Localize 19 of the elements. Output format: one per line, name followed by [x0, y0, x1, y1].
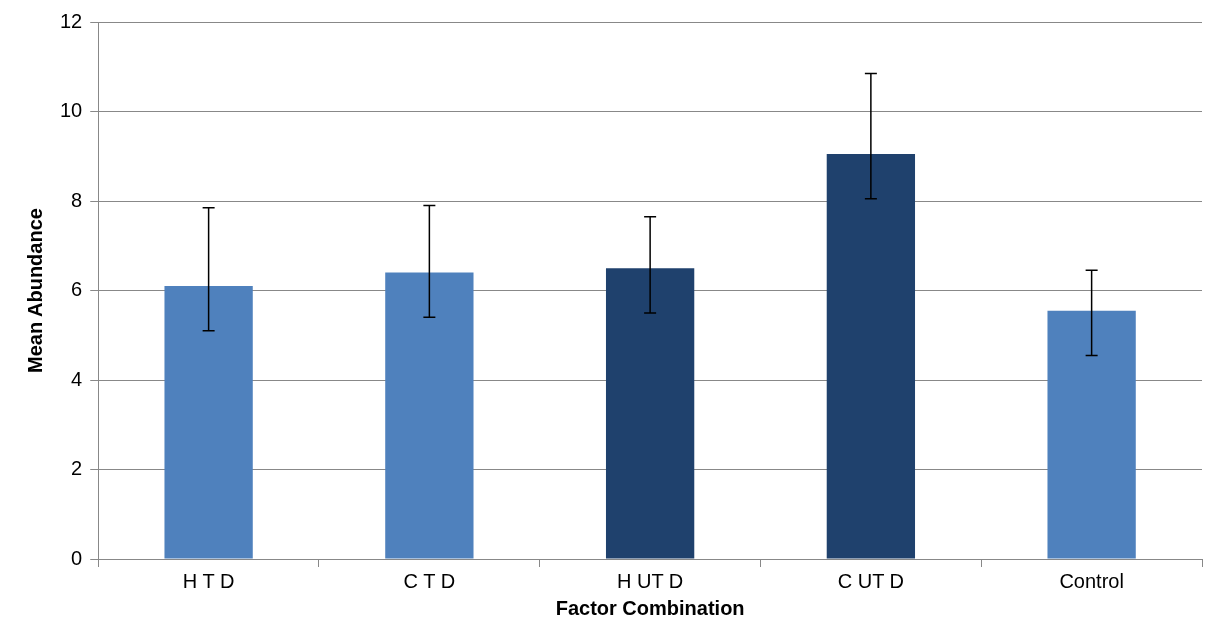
bar [385, 272, 474, 559]
x-tick-label: Control [1059, 569, 1124, 592]
y-axis-title: Mean Abundance [23, 208, 46, 373]
y-tick-label: 12 [60, 9, 83, 32]
y-tick-label: 6 [71, 278, 83, 301]
bar [605, 268, 695, 559]
x-tick-label: C T D [403, 569, 456, 592]
bar [1047, 310, 1136, 559]
y-tick-label: 8 [71, 188, 83, 211]
y-tick-label: 2 [71, 457, 83, 480]
x-tick-label: H UT D [616, 569, 684, 592]
y-tick-label: 4 [71, 367, 83, 390]
bar [164, 286, 253, 559]
x-axis-title: Factor Combination [555, 596, 745, 619]
x-tick-label: C UT D [837, 569, 905, 592]
y-tick-label: 0 [71, 546, 83, 569]
x-tick-label: H T D [182, 569, 235, 592]
y-tick-label: 10 [60, 99, 83, 122]
bar [826, 154, 916, 559]
